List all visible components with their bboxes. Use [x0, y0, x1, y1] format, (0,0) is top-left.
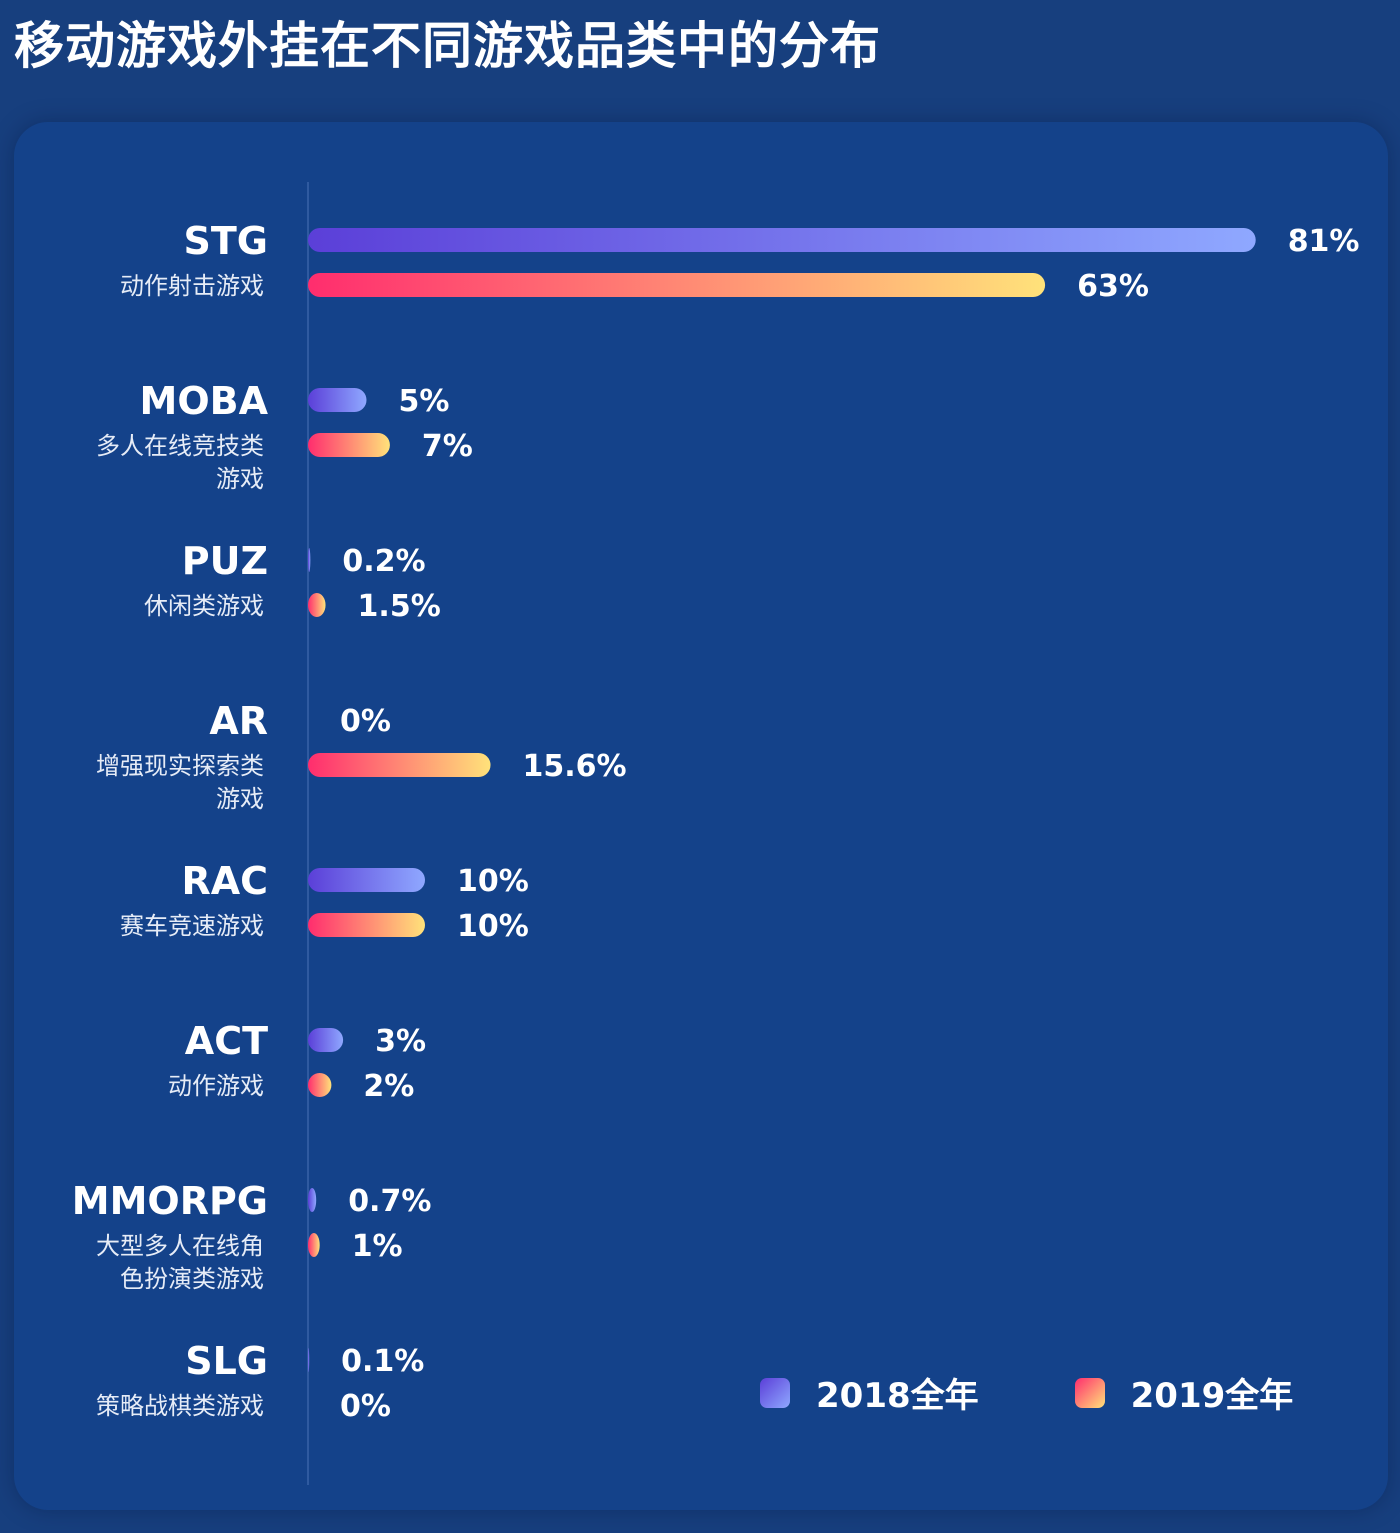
value-label-slg-2019: 0% [340, 1389, 391, 1424]
value-label-stg-2019: 63% [1077, 269, 1149, 304]
legend-swatch-2018 [760, 1377, 790, 1408]
category-code-rac: RAC [181, 859, 268, 903]
legend-item-2018: 2018全年 [760, 1368, 979, 1417]
category-code-mmorpg: MMORPG [72, 1179, 268, 1223]
value-label-slg-2018: 0.1% [341, 1344, 424, 1379]
value-label-rac-2018: 10% [457, 864, 529, 899]
value-label-act-2018: 3% [375, 1024, 426, 1059]
value-label-mmorpg-2019: 1% [352, 1229, 403, 1264]
category-name-mmorpg: 大型多人在线角 [96, 1232, 264, 1260]
category-name-moba: 多人在线竞技类 [96, 432, 264, 460]
legend-label-2018: 2018全年 [816, 1376, 979, 1416]
legend-item-2019: 2019全年 [1074, 1368, 1294, 1417]
chart-panel [14, 122, 1388, 1510]
bar-rac-2019 [308, 913, 425, 937]
bar-moba-2019 [308, 433, 390, 457]
bar-puz-2018 [308, 548, 311, 572]
category-name-act: 动作游戏 [168, 1072, 264, 1100]
category-code-ar: AR [209, 699, 268, 743]
bar-mmorpg-2018 [308, 1188, 317, 1212]
category-name-puz: 休闲类游戏 [144, 592, 264, 620]
category-name-mmorpg: 色扮演类游戏 [120, 1265, 264, 1293]
bar-act-2019 [308, 1073, 332, 1097]
bar-stg-2018 [308, 228, 1256, 252]
bar-rac-2018 [308, 868, 425, 892]
bar-act-2018 [308, 1028, 344, 1052]
category-name-stg: 动作射击游戏 [120, 272, 264, 300]
value-label-mmorpg-2018: 0.7% [348, 1184, 431, 1219]
category-code-slg: SLG [185, 1339, 268, 1383]
bar-slg-2018 [308, 1348, 310, 1372]
category-name-ar: 游戏 [216, 785, 264, 813]
chart-title: 移动游戏外挂在不同游戏品类中的分布 [14, 17, 881, 75]
value-label-stg-2018: 81% [1288, 224, 1360, 259]
category-code-moba: MOBA [140, 379, 269, 423]
value-label-moba-2019: 7% [422, 429, 473, 464]
category-code-act: ACT [185, 1019, 268, 1063]
value-label-ar-2019: 15.6% [523, 749, 627, 784]
legend-label-2019: 2019全年 [1130, 1376, 1294, 1416]
category-code-stg: STG [184, 219, 268, 263]
legend: 2018全年 2019全年 [760, 1368, 1293, 1417]
bar-puz-2019 [308, 593, 326, 617]
bar-stg-2019 [308, 273, 1046, 297]
value-label-ar-2018: 0% [340, 704, 391, 739]
value-label-puz-2019: 1.5% [358, 589, 441, 624]
category-name-ar: 增强现实探索类 [96, 752, 264, 780]
value-label-rac-2019: 10% [457, 909, 529, 944]
category-name-slg: 策略战棋类游戏 [96, 1392, 264, 1420]
value-label-puz-2018: 0.2% [342, 544, 425, 579]
category-code-puz: PUZ [182, 539, 268, 583]
bar-mmorpg-2019 [308, 1233, 320, 1257]
value-label-act-2019: 2% [363, 1069, 414, 1104]
category-name-rac: 赛车竞速游戏 [120, 912, 264, 940]
bar-moba-2018 [308, 388, 367, 412]
value-label-moba-2018: 5% [399, 384, 450, 419]
category-name-moba: 游戏 [216, 465, 264, 493]
bar-ar-2019 [308, 753, 491, 777]
legend-swatch-2019 [1074, 1377, 1105, 1408]
